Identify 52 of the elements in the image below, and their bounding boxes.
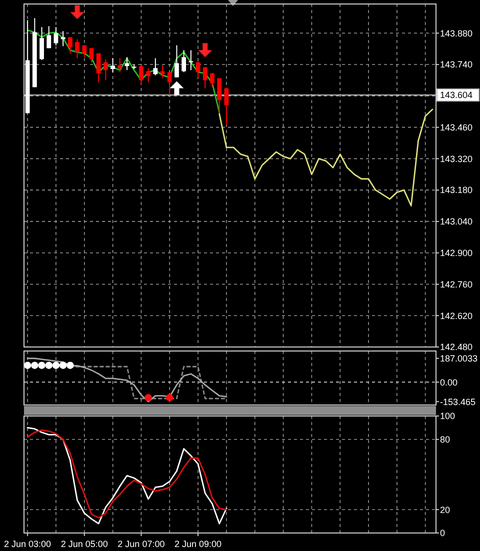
candlestick <box>167 72 172 96</box>
candlestick <box>89 48 94 63</box>
candlestick <box>96 52 101 83</box>
point <box>198 43 212 58</box>
y-tick-label: 143.320 <box>440 154 473 164</box>
candlestick <box>103 58 108 81</box>
x-tick-label: 2 Jun 07:00 <box>118 539 165 549</box>
y-tick-label: 0 <box>440 528 446 538</box>
candlestick <box>60 30 66 47</box>
y-tick-label: -153.465 <box>440 396 476 407</box>
y-tick-label: 143.880 <box>440 28 473 38</box>
y-tick-label: 143.460 <box>440 122 473 132</box>
y-tick-label: 142.620 <box>440 310 473 321</box>
candlestick <box>110 58 115 73</box>
y-tick-label: 143.740 <box>440 60 473 70</box>
candlestick <box>75 38 80 59</box>
candlestick <box>188 50 194 71</box>
x-tick-label: 2 Jun 05:00 <box>60 539 108 549</box>
y-tick-label: 143.180 <box>440 185 473 196</box>
candlestick <box>153 58 158 76</box>
line-series <box>26 358 228 402</box>
point <box>70 5 84 20</box>
y-tick-label: 100 <box>440 411 456 422</box>
candlestick <box>146 68 151 83</box>
candlestick <box>182 50 186 73</box>
candlestick <box>124 56 130 71</box>
candlestick <box>224 88 229 126</box>
y-tick-label: 187.0033 <box>440 354 478 364</box>
line-series <box>218 108 434 206</box>
candlestick <box>217 78 222 113</box>
y-tick-label: 142.480 <box>440 342 473 352</box>
y-tick-label: 142.760 <box>440 279 473 290</box>
candlestick <box>210 72 214 88</box>
candlestick <box>46 26 52 49</box>
candlestick <box>40 26 44 61</box>
candlestick <box>174 44 179 78</box>
candlestick <box>139 66 144 86</box>
ref-line-label: 143.604 <box>440 90 473 100</box>
y-tick-label: 20 <box>440 504 450 515</box>
candlestick <box>82 44 87 58</box>
candlestick <box>202 66 208 89</box>
candlestick <box>68 36 72 54</box>
candlestick <box>54 26 58 46</box>
y-tick-label: 80 <box>440 434 450 445</box>
y-tick-label: 142.900 <box>440 248 473 258</box>
x-tick-label: 2 Jun 09:00 <box>174 539 222 549</box>
point <box>170 81 184 96</box>
candlestick <box>118 58 122 73</box>
x-tick-label: 2 Jun 03:00 <box>4 539 52 549</box>
y-tick-label: 143.040 <box>440 216 473 227</box>
y-tick-label: 0.00 <box>440 377 458 388</box>
line-series <box>26 30 220 113</box>
